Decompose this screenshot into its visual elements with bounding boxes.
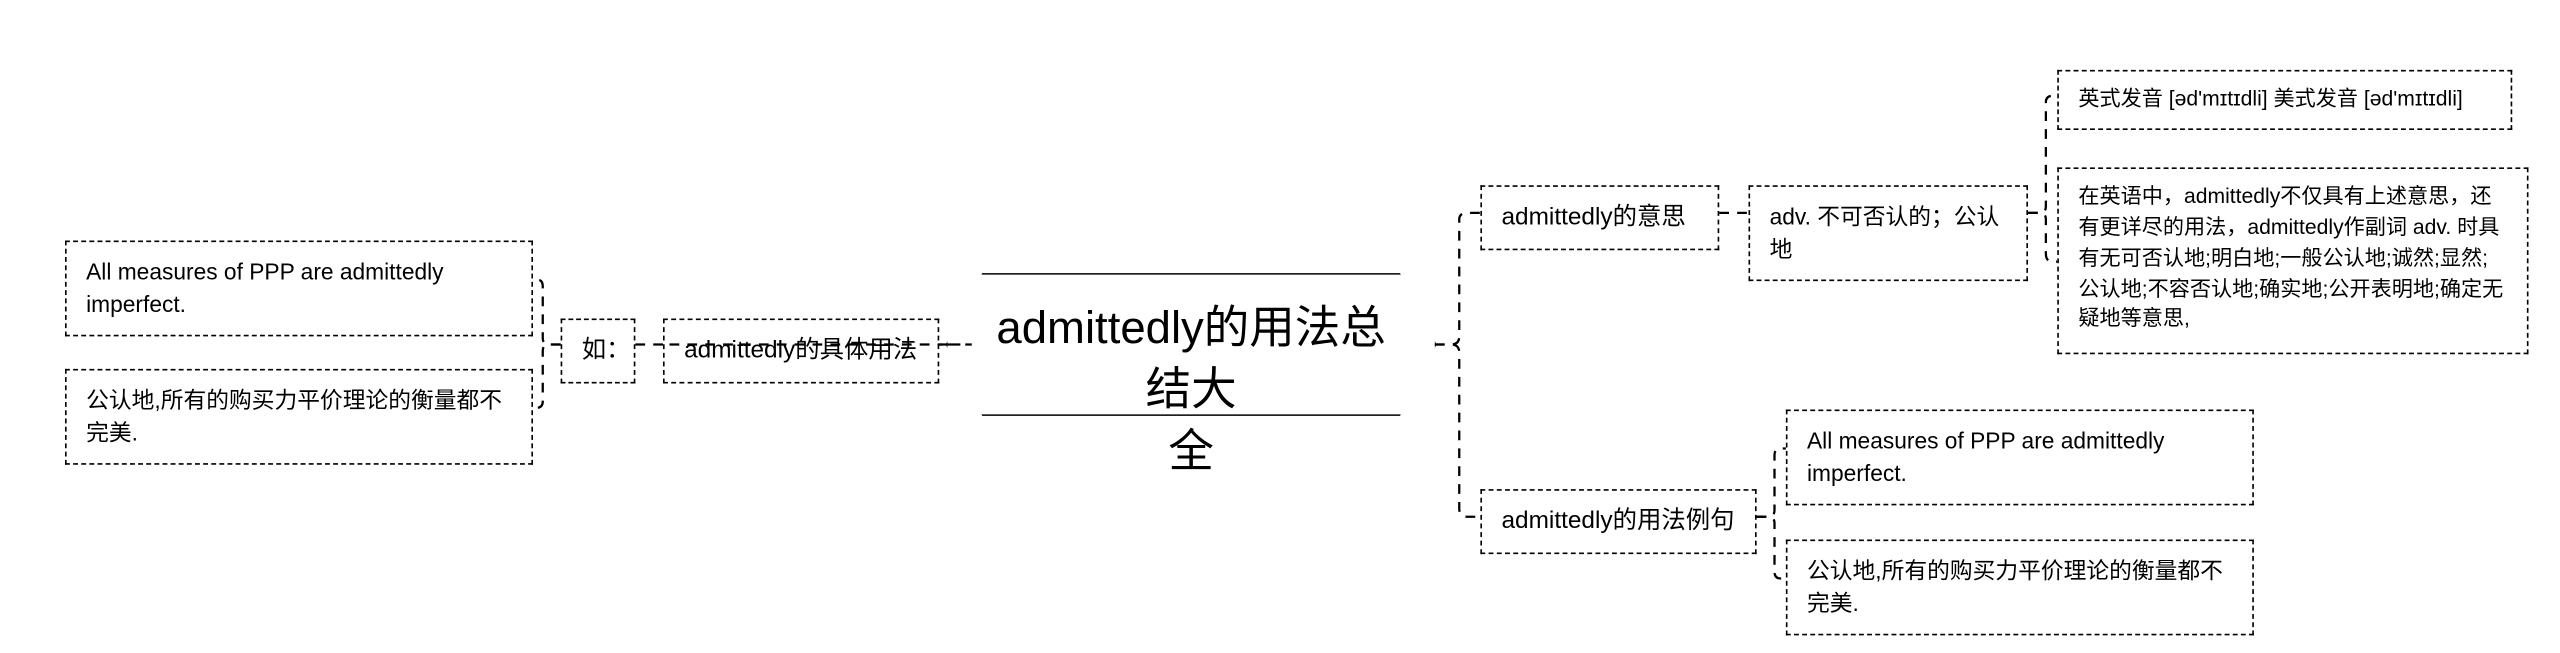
central-node: admittedly的用法总结大 全 <box>947 275 1435 415</box>
label: 公认地,所有的购买力平价理论的衡量都不完美. <box>86 387 502 446</box>
node-right-b2-leaf2: 公认地,所有的购买力平价理论的衡量都不完美. <box>1786 540 2254 635</box>
central-title-line2: 全 <box>1168 425 1214 475</box>
node-left-leaf1: All measures of PPP are admittedly imper… <box>65 241 533 336</box>
label: All measures of PPP are admittedly imper… <box>1807 427 2164 486</box>
node-right-b1-leaf2: 在英语中，admittedly不仅具有上述意思，还有更详尽的用法，admitte… <box>2057 167 2528 354</box>
node-right-b2-leaf1: All measures of PPP are admittedly imper… <box>1786 410 2254 505</box>
node-left-leaf2: 公认地,所有的购买力平价理论的衡量都不完美. <box>65 369 533 464</box>
label: adv. 不可否认的；公认地 <box>1770 203 2000 262</box>
label: admittedly的用法例句 <box>1502 507 1735 535</box>
label: admittedly的具体用法 <box>684 336 917 364</box>
node-left-branch: admittedly的具体用法 <box>663 319 939 384</box>
central-title-line1: admittedly的用法总结大 <box>996 302 1385 414</box>
node-right-branch-1: admittedly的意思 <box>1480 185 1719 250</box>
node-right-b1-leaf1: 英式发音 [əd'mɪtɪdli] 美式发音 [əd'mɪtɪdli] <box>2057 70 2512 130</box>
label: admittedly的意思 <box>1502 203 1686 231</box>
label: 在英语中，admittedly不仅具有上述意思，还有更详尽的用法，admitte… <box>2078 184 2503 331</box>
central-hex-shape <box>0 0 2 2</box>
node-right-b1-sub: adv. 不可否认的；公认地 <box>1749 185 2029 280</box>
label: 如： <box>582 336 631 364</box>
node-left-sub: 如： <box>561 319 636 384</box>
label: 公认地,所有的购买力平价理论的衡量都不完美. <box>1807 557 2223 616</box>
node-right-branch-2: admittedly的用法例句 <box>1480 489 1756 554</box>
label: 英式发音 [əd'mɪtɪdli] 美式发音 [əd'mɪtɪdli] <box>2078 86 2462 110</box>
label: All measures of PPP are admittedly imper… <box>86 258 443 317</box>
